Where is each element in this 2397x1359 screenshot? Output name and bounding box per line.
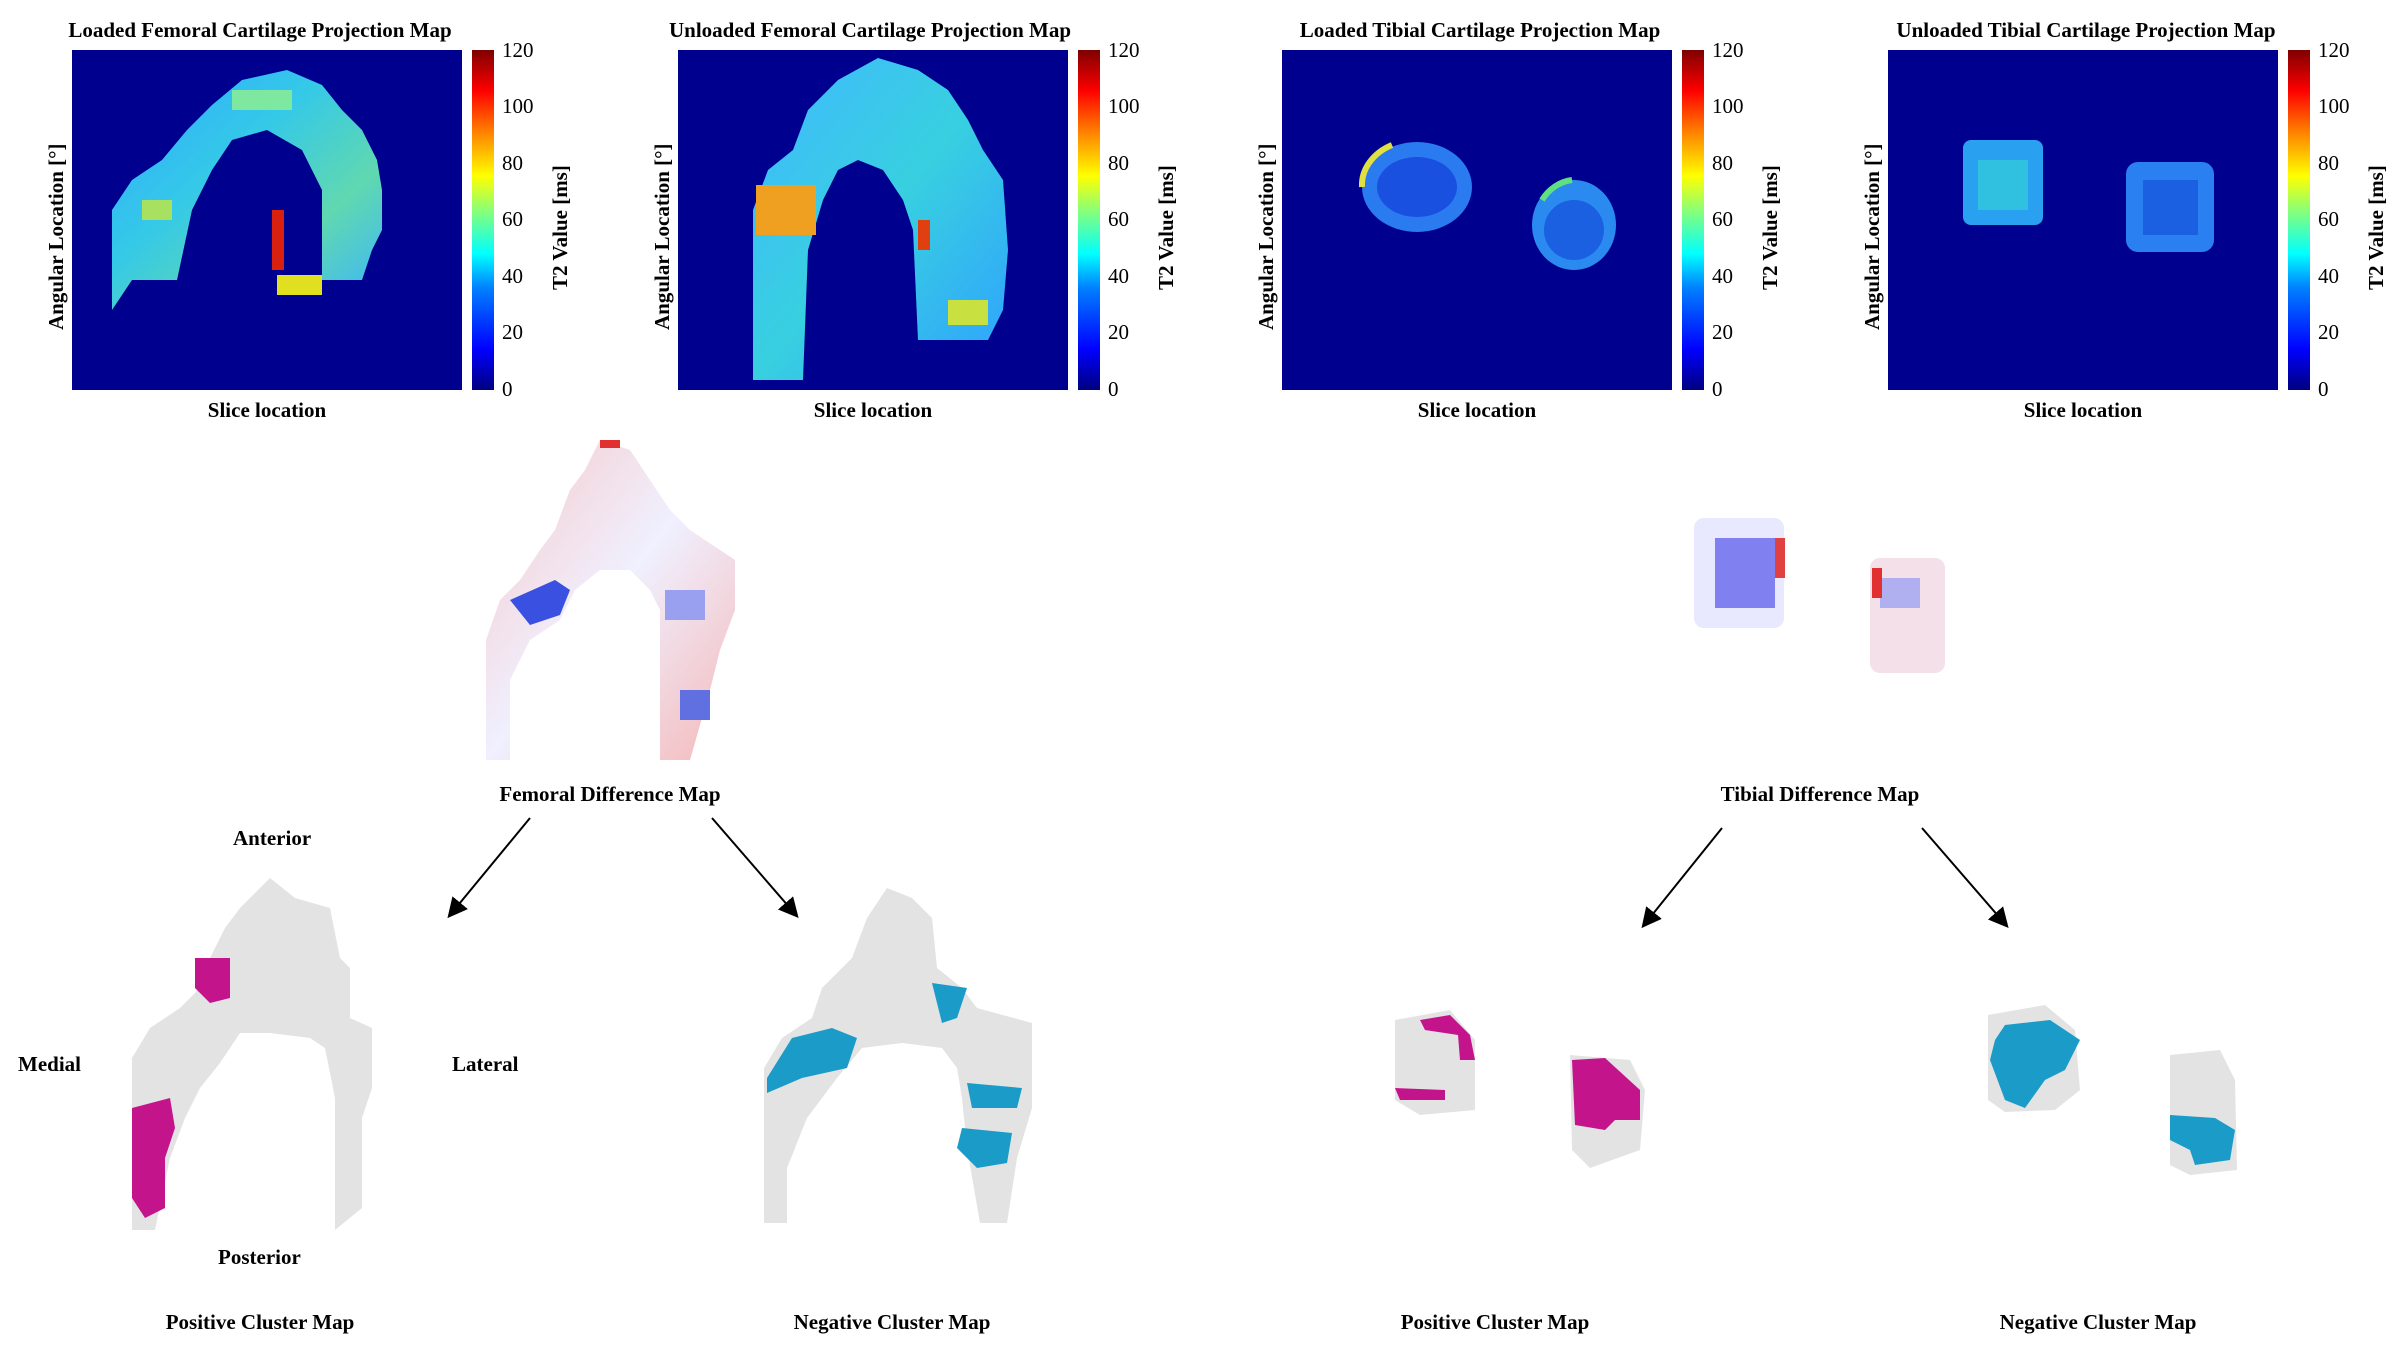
panel-2-tick: 60 xyxy=(1108,207,1129,231)
orientation-medial: Medial xyxy=(18,1052,81,1076)
femoral-loaded-shape xyxy=(112,70,382,310)
panel-3-tick: 0 xyxy=(1712,377,1723,401)
orientation-lateral: Lateral xyxy=(452,1052,519,1076)
arrow-icon xyxy=(447,817,531,919)
panel-1-tick: 40 xyxy=(502,264,523,288)
panel-3-colorbar xyxy=(1682,50,1704,390)
panel-2-tick: 40 xyxy=(1108,264,1129,288)
panel-1-tick: 120 xyxy=(502,38,534,62)
femoral-difference-map xyxy=(486,440,735,760)
panel-3-tick: 60 xyxy=(1712,207,1733,231)
tibial-negative-cluster-title: Negative Cluster Map xyxy=(1999,1310,2197,1334)
panel-4-heatmap xyxy=(1888,50,2278,390)
panel-3-heatmap xyxy=(1282,50,1672,390)
panel-1-heatmap xyxy=(72,50,462,390)
orientation-posterior: Posterior xyxy=(218,1245,301,1269)
panel-1-tick: 80 xyxy=(502,151,523,175)
panel-1-title: Loaded Femoral Cartilage Projection Map xyxy=(68,18,452,42)
arrow-icon xyxy=(1641,827,1723,929)
panel-2-heatmap xyxy=(678,50,1068,390)
panel-3-tick: 100 xyxy=(1712,94,1744,118)
panel-2-tick: 100 xyxy=(1108,94,1140,118)
panel-3-tick: 80 xyxy=(1712,151,1733,175)
panel-2-xlabel: Slice location xyxy=(813,398,933,422)
arrow-icon xyxy=(1921,827,2009,929)
panel-1-tick: 100 xyxy=(502,94,534,118)
panel-3-tick: 120 xyxy=(1712,38,1744,62)
panel-4-tick: 20 xyxy=(2318,320,2339,344)
orientation-anterior: Anterior xyxy=(233,826,312,850)
tibial-positive-cluster-map xyxy=(1395,1010,1645,1168)
panel-2-tick: 0 xyxy=(1108,377,1119,401)
tibial-positive-cluster-title: Positive Cluster Map xyxy=(1400,1310,1590,1334)
panel-2-tick: 20 xyxy=(1108,320,1129,344)
tibial-negative-cluster-map xyxy=(1988,1005,2237,1175)
tibial-unloaded-shape xyxy=(1963,140,2214,252)
femoral-negative-cluster-title: Negative Cluster Map xyxy=(793,1310,991,1334)
arrow-icon xyxy=(711,817,799,919)
femoral-difference-title: Femoral Difference Map xyxy=(499,782,721,806)
panel-4-tick: 40 xyxy=(2318,264,2339,288)
panel-3-tick: 40 xyxy=(1712,264,1733,288)
panel-4-tick: 60 xyxy=(2318,207,2339,231)
panel-4-xlabel: Slice location xyxy=(2023,398,2143,422)
panel-3-xlabel: Slice location xyxy=(1417,398,1537,422)
panel-4-tick: 120 xyxy=(2318,38,2350,62)
panel-1-colorbar xyxy=(472,50,494,390)
femoral-positive-cluster-title: Positive Cluster Map xyxy=(165,1310,355,1334)
panel-4-colorbar xyxy=(2288,50,2310,390)
panel-4-tick: 100 xyxy=(2318,94,2350,118)
panel-2-tick: 80 xyxy=(1108,151,1129,175)
panel-1-tick: 60 xyxy=(502,207,523,231)
panel-1-tick: 0 xyxy=(502,377,513,401)
panel-4-tick: 0 xyxy=(2318,377,2329,401)
panel-3-tick: 20 xyxy=(1712,320,1733,344)
panel-2-tick: 120 xyxy=(1108,38,1140,62)
panel-1-xlabel: Slice location xyxy=(207,398,327,422)
tibial-difference-title: Tibial Difference Map xyxy=(1720,782,1920,806)
panel-4-tick: 80 xyxy=(2318,151,2339,175)
panel-4-title: Unloaded Tibial Cartilage Projection Map xyxy=(1896,18,2276,42)
panel-3-title: Loaded Tibial Cartilage Projection Map xyxy=(1299,18,1661,42)
femoral-unloaded-shape xyxy=(753,58,1008,380)
panel-1-tick: 20 xyxy=(502,320,523,344)
tibial-difference-map xyxy=(1694,518,1945,673)
panel-2-title: Unloaded Femoral Cartilage Projection Ma… xyxy=(668,18,1072,42)
tibial-loaded-shape xyxy=(1358,142,1616,270)
femoral-positive-cluster-map xyxy=(132,878,372,1230)
femoral-negative-cluster-map xyxy=(764,888,1032,1223)
panel-2-colorbar xyxy=(1078,50,1100,390)
